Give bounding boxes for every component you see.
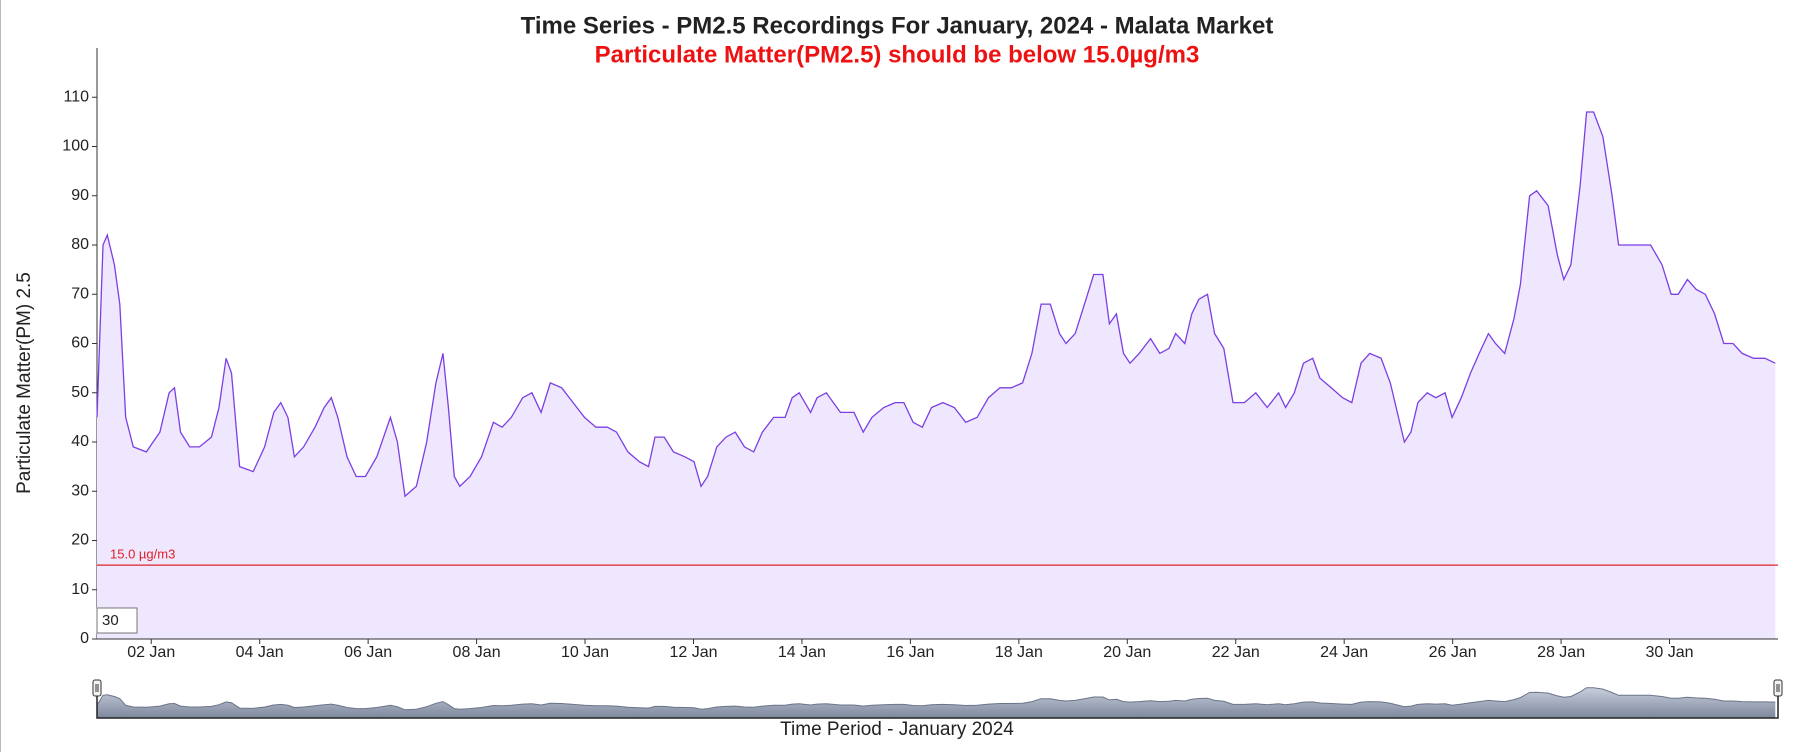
chart-title: Time Series - PM2.5 Recordings For Janua… (521, 12, 1274, 39)
y-tick-label: 30 (71, 482, 89, 499)
x-tick-label: 12 Jan (669, 644, 717, 661)
y-tick-label: 110 (63, 88, 89, 105)
navigator-line (96, 687, 1776, 711)
x-tick-label: 26 Jan (1429, 644, 1477, 661)
navigator-handle[interactable] (92, 679, 102, 697)
y-tick-label: 10 (71, 581, 89, 598)
x-tick-label: 16 Jan (886, 644, 934, 661)
x-tick-label: 06 Jan (344, 644, 392, 661)
y-tick-label: 90 (71, 187, 89, 204)
x-tick-label: 30 Jan (1646, 644, 1694, 661)
y-axis-title: Particulate Matter(PM) 2.5 (14, 272, 35, 494)
x-tick-label: 18 Jan (995, 644, 1043, 661)
period-input[interactable] (96, 607, 138, 634)
navigator-area (97, 687, 1776, 718)
y-tick-label: 80 (71, 236, 89, 253)
chart-subtitle: Particulate Matter(PM2.5) should be belo… (595, 41, 1200, 68)
x-tick-label: 14 Jan (778, 644, 826, 661)
threshold-label: 15.0 µg/m3 (110, 547, 175, 562)
y-tick-label: 40 (71, 433, 89, 450)
navigator-frame (96, 680, 1779, 719)
x-tick-label: 04 Jan (236, 644, 284, 661)
x-tick-label: 08 Jan (453, 644, 501, 661)
x-tick-label: 02 Jan (127, 644, 175, 661)
x-tick-label: 20 Jan (1103, 644, 1151, 661)
period-input-value: 30 (102, 612, 119, 629)
x-tick-label: 22 Jan (1212, 644, 1260, 661)
navigator-handle[interactable] (1773, 679, 1783, 697)
x-axis-title: Time Period - January 2024 (780, 719, 1014, 740)
x-tick-label: 24 Jan (1320, 644, 1368, 661)
y-tick-label: 100 (62, 138, 89, 155)
y-tick-label: 0 (80, 630, 89, 647)
x-tick-label: 10 Jan (561, 644, 609, 661)
y-tick-label: 60 (71, 335, 89, 352)
y-tick-label: 50 (71, 384, 89, 401)
area (97, 112, 1778, 639)
x-tick-label: 28 Jan (1537, 644, 1585, 661)
y-tick-label: 20 (71, 532, 89, 549)
line (96, 111, 1776, 498)
y-tick-label: 70 (71, 285, 89, 302)
